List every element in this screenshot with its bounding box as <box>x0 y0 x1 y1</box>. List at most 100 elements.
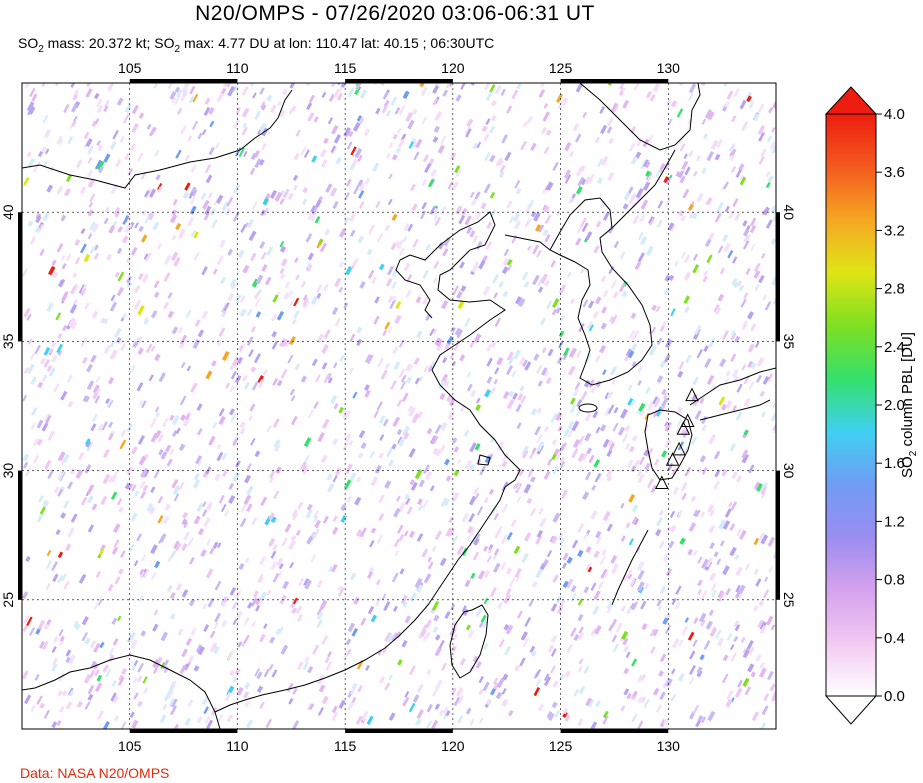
so2-pixel <box>472 142 479 150</box>
colorbar-title: SO2 column PBL [DU] <box>899 332 919 478</box>
so2-pixel <box>119 135 126 143</box>
so2-pixel <box>747 311 755 320</box>
so2-pixel <box>138 594 144 602</box>
so2-pixel <box>506 351 514 361</box>
so2-pixel <box>373 410 379 419</box>
so2-pixel <box>544 676 552 687</box>
so2-pixel <box>556 605 564 615</box>
so2-pixel <box>703 133 709 140</box>
so2-pixel <box>515 296 522 305</box>
so2-pixel <box>401 639 408 648</box>
so2-pixel <box>175 89 183 98</box>
so2-pixel <box>87 495 94 504</box>
so2-pixel <box>34 226 41 234</box>
so2-pixel <box>438 640 445 650</box>
so2-pixel <box>123 113 130 124</box>
so2-pixel <box>53 383 60 393</box>
so2-pixel <box>213 621 219 630</box>
so2-pixel <box>391 443 397 450</box>
so2-pixel <box>230 282 237 290</box>
so2-pixel <box>327 651 333 658</box>
so2-pixel <box>190 382 198 393</box>
so2-pixel <box>398 105 406 116</box>
so2-pixel <box>564 141 572 152</box>
so2-pixel <box>97 598 103 606</box>
so2-pixel <box>43 128 52 139</box>
so2-pixel <box>153 663 160 674</box>
so2-pixel <box>84 637 91 645</box>
so2-pixel <box>272 543 279 552</box>
so2-pixel <box>216 92 224 103</box>
so2-pixel <box>246 503 253 513</box>
so2-pixel <box>688 676 695 686</box>
so2-pixel <box>61 690 68 697</box>
so2-pixel <box>218 408 225 417</box>
so2-pixel <box>397 524 404 534</box>
so2-pixel <box>289 300 294 307</box>
so2-pixel <box>246 601 253 609</box>
so2-pixel <box>100 495 108 506</box>
so2-pixel <box>545 181 552 191</box>
so2-pixel <box>146 123 152 130</box>
so2-pixel <box>118 674 124 682</box>
so2-pixel <box>629 578 636 587</box>
so2-pixel <box>613 104 619 113</box>
so2-pixel <box>398 247 405 257</box>
so2-pixel <box>739 176 747 186</box>
so2-pixel <box>533 212 541 222</box>
so2-pixel <box>357 235 365 244</box>
so2-pixel <box>130 512 138 522</box>
so2-pixel <box>476 397 481 404</box>
so2-pixel <box>27 220 34 227</box>
so2-pixel <box>656 219 663 228</box>
so2-pixel <box>733 635 739 643</box>
so2-pixel <box>262 369 268 376</box>
so2-pixel <box>37 619 46 630</box>
so2-pixel <box>695 509 701 518</box>
so2-pixel <box>242 264 250 274</box>
so2-pixel <box>140 400 147 409</box>
so2-pixel <box>171 234 177 241</box>
so2-pixel <box>680 214 687 222</box>
so2-pixel <box>658 509 664 516</box>
so2-pixel <box>762 589 770 599</box>
so2-pixel <box>276 557 284 567</box>
so2-pixel <box>670 668 676 675</box>
so2-pixel <box>550 603 558 612</box>
korea-north-coast <box>549 197 613 251</box>
so2-pixel <box>128 631 136 642</box>
so2-pixel <box>227 248 234 256</box>
so2-pixel <box>689 211 695 220</box>
so2-pixel <box>612 643 619 653</box>
so2-pixel <box>268 663 274 671</box>
so2-pixel <box>138 112 145 119</box>
so2-pixel <box>767 175 774 183</box>
so2-pixel <box>215 142 221 149</box>
so2-pixel <box>272 572 280 583</box>
so2-pixel <box>127 168 134 176</box>
so2-pixel <box>513 349 521 360</box>
so2-pixel <box>566 578 574 589</box>
so2-pixel <box>221 601 227 608</box>
so2-pixel <box>761 253 766 259</box>
so2-pixel <box>760 411 767 418</box>
so2-pixel <box>79 243 87 254</box>
so2-pixel <box>566 556 573 564</box>
so2-pixel <box>108 421 114 429</box>
so2-pixel <box>356 338 363 347</box>
so2-pixel <box>139 470 147 479</box>
so2-pixel <box>139 568 145 576</box>
so2-pixel <box>476 141 482 149</box>
so2-pixel <box>94 92 100 100</box>
so2-pixel <box>242 374 248 382</box>
so2-pixel <box>729 644 735 651</box>
so2-pixel <box>750 323 757 332</box>
so2-pixel <box>155 411 161 418</box>
so2-pixel <box>94 395 101 404</box>
so2-pixel <box>101 421 108 431</box>
so2-pixel <box>559 314 565 322</box>
volcano-marker <box>685 387 699 402</box>
so2-pixel <box>453 340 461 351</box>
so2-pixel <box>767 670 774 681</box>
so2-pixel <box>715 629 722 639</box>
